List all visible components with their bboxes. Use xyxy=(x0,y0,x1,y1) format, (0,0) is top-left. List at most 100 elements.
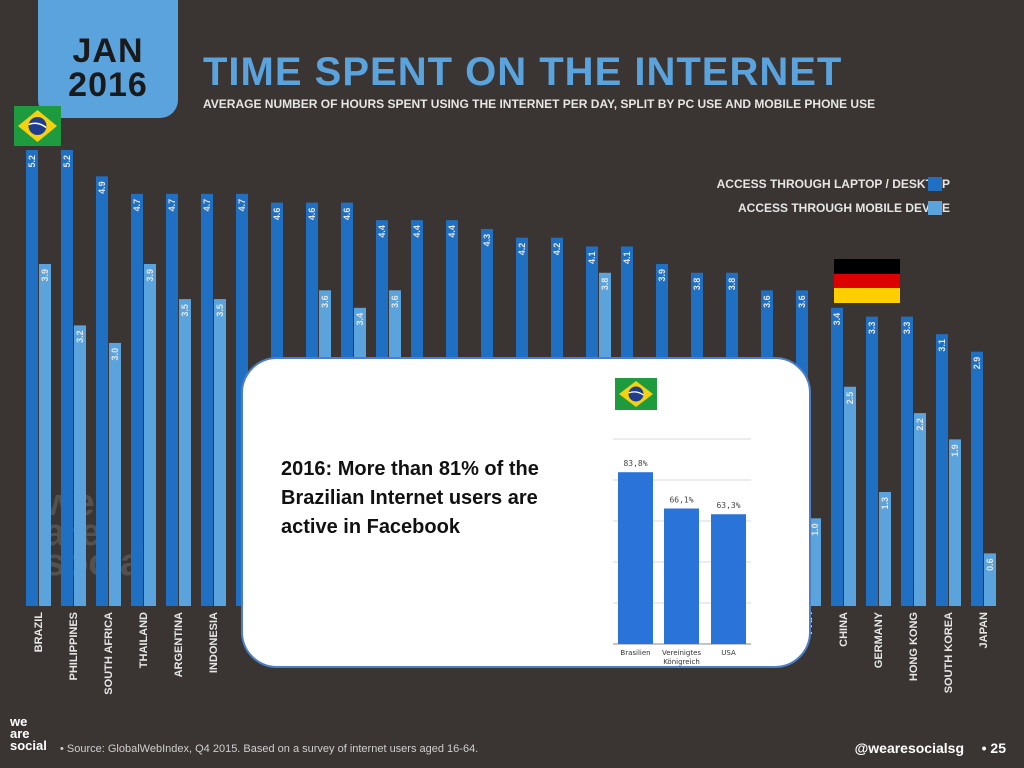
laptop-value-label: 3.8 xyxy=(727,278,737,291)
mobile-bar xyxy=(179,299,191,606)
laptop-value-label: 4.3 xyxy=(482,234,492,247)
mobile-value-label: 3.0 xyxy=(110,348,120,361)
inset-bar xyxy=(618,472,653,644)
laptop-bar xyxy=(131,193,143,606)
mobile-bar xyxy=(144,264,156,606)
brazil-flag-small-icon xyxy=(615,378,657,410)
category-label: JAPAN xyxy=(978,612,990,649)
footer-logo-line3: social xyxy=(10,738,47,753)
mobile-bar xyxy=(879,492,891,606)
laptop-value-label: 3.4 xyxy=(832,313,842,326)
inset-category-label: Brasilien xyxy=(620,649,650,657)
mobile-value-label: 0.6 xyxy=(985,558,995,571)
laptop-value-label: 4.7 xyxy=(237,199,247,212)
legend-mobile-swatch xyxy=(928,201,942,215)
laptop-bar xyxy=(61,150,73,606)
category-label: THAILAND xyxy=(138,612,150,668)
laptop-value-label: 3.3 xyxy=(902,322,912,335)
laptop-value-label: 4.7 xyxy=(132,199,142,212)
inset-category-label: Königreich xyxy=(663,658,700,666)
laptop-value-label: 3.9 xyxy=(657,269,667,282)
page-number: • 25 xyxy=(981,740,1006,756)
laptop-value-label: 4.1 xyxy=(587,251,597,264)
footer-handle[interactable]: @wearesocialsg xyxy=(854,740,964,756)
category-label: SOUTH KOREA xyxy=(943,612,955,693)
footer-source: • Source: GlobalWebIndex, Q4 2015. Based… xyxy=(60,743,479,755)
category-label: GERMANY xyxy=(873,611,885,668)
laptop-value-label: 4.6 xyxy=(307,208,317,221)
category-label: BRAZIL xyxy=(33,612,45,653)
category-label: HONG KONG xyxy=(908,612,920,681)
date-tab: JAN 2016 xyxy=(38,0,178,118)
laptop-value-label: 4.7 xyxy=(202,199,212,212)
mobile-value-label: 3.8 xyxy=(600,278,610,291)
inset-data-label: 66,1% xyxy=(669,495,693,504)
laptop-value-label: 5.2 xyxy=(27,155,37,168)
inset-data-label: 83,8% xyxy=(623,459,647,468)
mobile-value-label: 3.5 xyxy=(180,304,190,317)
legend-mobile: ACCESS THROUGH MOBILE DEVICE xyxy=(738,201,950,215)
mobile-value-label: 3.6 xyxy=(390,295,400,308)
page-subtitle: AVERAGE NUMBER OF HOURS SPENT USING THE … xyxy=(203,97,876,111)
laptop-value-label: 4.9 xyxy=(97,181,107,194)
laptop-value-label: 3.8 xyxy=(692,278,702,291)
mobile-bar xyxy=(809,518,821,606)
brazil-flag-icon xyxy=(14,106,61,146)
laptop-value-label: 5.2 xyxy=(62,155,72,168)
laptop-bar xyxy=(26,150,38,606)
laptop-bar xyxy=(866,316,878,606)
legend-laptop: ACCESS THROUGH LAPTOP / DESKTOP xyxy=(717,177,950,191)
category-label: ARGENTINA xyxy=(173,612,185,677)
inset-bar-chart: 83,8% Brasilien 66,1% VereinigtesKönigreich… xyxy=(613,438,751,666)
category-label: SOUTH AFRICA xyxy=(103,612,115,695)
mobile-bar xyxy=(74,325,86,606)
laptop-value-label: 4.6 xyxy=(342,208,352,221)
mobile-bar xyxy=(109,342,121,606)
mobile-bar xyxy=(844,386,856,606)
laptop-value-label: 4.4 xyxy=(377,225,387,238)
laptop-value-label: 4.2 xyxy=(517,243,527,256)
inset-category-label: USA xyxy=(721,649,736,657)
mobile-value-label: 1.0 xyxy=(810,523,820,536)
mobile-bar xyxy=(949,439,961,606)
laptop-value-label: 3.6 xyxy=(797,295,807,308)
inset-data-label: 63,3% xyxy=(716,501,740,510)
date-month: JAN xyxy=(72,32,144,70)
laptop-value-label: 4.6 xyxy=(272,208,282,221)
category-label: PHILIPPINES xyxy=(68,612,80,680)
mobile-bar xyxy=(214,299,226,606)
laptop-value-label: 4.7 xyxy=(167,199,177,212)
laptop-value-label: 4.4 xyxy=(447,225,457,238)
laptop-value-label: 3.3 xyxy=(867,322,877,335)
mobile-value-label: 3.9 xyxy=(145,269,155,282)
page-title: TIME SPENT ON THE INTERNET xyxy=(203,50,843,94)
germany-flag-icon xyxy=(834,259,900,303)
laptop-value-label: 2.9 xyxy=(972,357,982,370)
overlay-text: 2016: More than 81% of the Brazilian Int… xyxy=(281,458,539,538)
legend-laptop-swatch xyxy=(928,177,942,191)
mobile-value-label: 1.9 xyxy=(950,444,960,457)
inset-bar xyxy=(711,514,746,644)
category-label: CHINA xyxy=(838,612,850,647)
laptop-bar xyxy=(831,307,843,606)
mobile-value-label: 3.4 xyxy=(355,313,365,326)
facebook-overlay-card: 2016: More than 81% of the Brazilian Int… xyxy=(241,357,811,668)
laptop-bar xyxy=(901,316,913,606)
mobile-value-label: 3.2 xyxy=(75,330,85,343)
mobile-value-label: 3.9 xyxy=(40,269,50,282)
laptop-bar xyxy=(201,193,213,606)
inset-bar xyxy=(664,508,699,644)
laptop-value-label: 3.1 xyxy=(937,339,947,352)
legend-laptop-label: ACCESS THROUGH LAPTOP / DESKTOP xyxy=(716,177,950,191)
footer-logo-line2: are xyxy=(10,726,30,741)
footer-logo: we are social xyxy=(10,715,47,753)
inset-category-label: Vereinigtes xyxy=(662,649,701,657)
laptop-value-label: 4.2 xyxy=(552,243,562,256)
mobile-bar xyxy=(39,264,51,606)
category-label: INDONESIA xyxy=(208,612,220,673)
mobile-value-label: 1.3 xyxy=(880,497,890,510)
laptop-bar xyxy=(971,351,983,606)
laptop-value-label: 3.6 xyxy=(762,295,772,308)
legend-mobile-label: ACCESS THROUGH MOBILE DEVICE xyxy=(737,201,950,215)
laptop-value-label: 4.4 xyxy=(412,225,422,238)
